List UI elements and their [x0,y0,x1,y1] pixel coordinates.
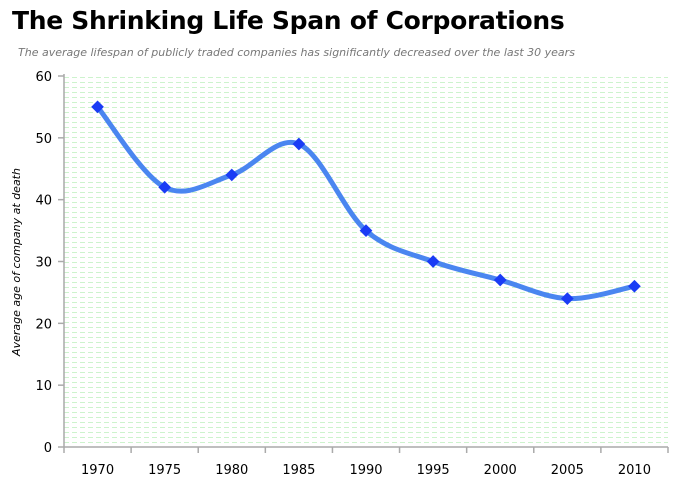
x-tick-label: 1985 [282,463,315,478]
x-tick-label: 2005 [551,463,584,478]
plot-background-pattern [64,76,668,447]
x-tick-label: 1995 [417,463,450,478]
y-tick-label: 60 [35,70,52,85]
y-tick-label: 40 [35,194,52,209]
series-line [95,104,637,302]
y-axis-label: Average age of company at death [10,168,23,357]
x-tick-label: 1970 [81,463,114,478]
chart-subtitle: The average lifespan of publicly traded … [18,46,575,59]
chart-title: The Shrinking Life Span of Corporations [12,6,565,35]
data-point-marker [292,137,306,151]
y-tick-label: 10 [35,379,52,394]
data-point-marker [359,224,373,237]
x-tick-label: 1990 [349,463,382,478]
y-tick-label: 50 [35,132,52,147]
data-point-marker [225,168,239,182]
data-point-marker [426,255,440,268]
y-tick-label: 20 [35,317,52,332]
x-tick-label: 2010 [618,463,651,478]
data-point-marker [158,180,172,194]
y-tick-label: 30 [35,256,52,271]
y-tick-label: 0 [44,441,52,456]
x-tick-label: 1975 [148,463,181,478]
x-tick-label: 1980 [215,463,248,478]
x-tick-label: 2000 [484,463,517,478]
data-point-marker [493,273,507,287]
